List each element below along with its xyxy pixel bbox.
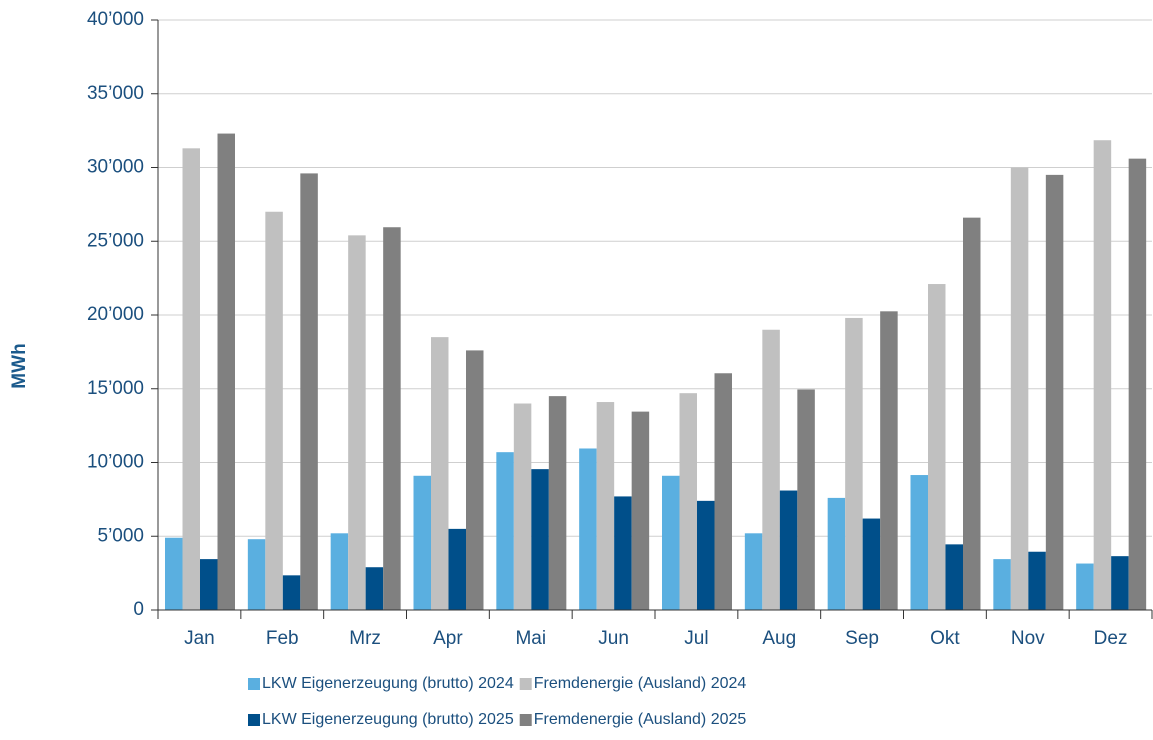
y-tick-label: 0 bbox=[133, 599, 144, 620]
legend-label: Fremdenergie (Ausland) 2025 bbox=[534, 711, 747, 728]
bar bbox=[466, 350, 484, 610]
bar bbox=[300, 173, 318, 610]
y-tick-label: 20’000 bbox=[87, 304, 144, 325]
y-tick-label: 15’000 bbox=[87, 378, 144, 399]
bar bbox=[1010, 167, 1029, 610]
bar bbox=[631, 411, 650, 610]
bar bbox=[880, 311, 898, 610]
bar bbox=[963, 217, 981, 610]
bar bbox=[662, 475, 680, 610]
y-tick-label: 25’000 bbox=[87, 230, 144, 251]
bar bbox=[1076, 563, 1094, 610]
bar bbox=[1045, 174, 1064, 610]
x-tick-label: Sep bbox=[845, 628, 879, 649]
bar bbox=[862, 518, 881, 610]
bar bbox=[910, 475, 928, 610]
bar bbox=[928, 284, 946, 610]
y-tick-label: 30’000 bbox=[87, 157, 144, 178]
bar bbox=[513, 403, 532, 610]
legend-swatch bbox=[248, 714, 260, 726]
x-tick-label: Jun bbox=[598, 628, 629, 649]
x-tick-label: Aug bbox=[762, 628, 796, 649]
bar bbox=[448, 528, 466, 610]
x-tick-label: Nov bbox=[1011, 628, 1045, 649]
bar bbox=[383, 227, 401, 611]
bar bbox=[614, 496, 632, 610]
bar bbox=[365, 567, 384, 610]
bar bbox=[548, 396, 567, 610]
bar bbox=[217, 133, 235, 610]
bar bbox=[993, 559, 1011, 610]
legend-swatch bbox=[519, 714, 532, 726]
bar bbox=[431, 337, 449, 610]
x-tick-label: Apr bbox=[433, 628, 463, 649]
bar bbox=[945, 544, 963, 610]
legend-label: Fremdenergie (Ausland) 2024 bbox=[534, 675, 747, 692]
x-tick-label: Mrz bbox=[349, 628, 381, 649]
bar bbox=[697, 500, 715, 610]
bar bbox=[265, 211, 283, 610]
y-tick-label: 10’000 bbox=[87, 452, 144, 473]
bar bbox=[1093, 140, 1112, 610]
bar bbox=[762, 329, 780, 610]
y-tick-label: 35’000 bbox=[87, 83, 144, 104]
bar bbox=[714, 373, 732, 610]
legend-swatch bbox=[248, 678, 260, 690]
bar bbox=[1028, 551, 1046, 610]
x-tick-label: Okt bbox=[930, 628, 960, 649]
bar bbox=[496, 452, 514, 610]
y-tick-label: 40’000 bbox=[87, 9, 144, 30]
bar bbox=[845, 317, 863, 610]
y-tick-label: 5’000 bbox=[98, 525, 145, 546]
bar bbox=[596, 402, 615, 610]
x-tick-label: Jul bbox=[684, 628, 708, 649]
x-tick-label: Dez bbox=[1094, 628, 1128, 649]
bar bbox=[531, 469, 549, 610]
bar bbox=[827, 497, 846, 610]
bar bbox=[165, 537, 183, 610]
bar bbox=[330, 533, 349, 610]
bar bbox=[413, 475, 431, 610]
bar bbox=[182, 148, 200, 610]
bar bbox=[1128, 158, 1147, 610]
bar bbox=[744, 533, 763, 610]
bar bbox=[679, 393, 697, 610]
legend-label: LKW Eigenerzeugung (brutto) 2024 bbox=[262, 675, 514, 692]
y-axis-label: MWh bbox=[9, 343, 30, 388]
x-tick-label: Mai bbox=[515, 628, 546, 649]
x-tick-label: Jan bbox=[184, 628, 215, 649]
bar bbox=[579, 448, 597, 610]
bar bbox=[797, 389, 815, 610]
bar bbox=[282, 575, 301, 610]
bar bbox=[200, 559, 218, 610]
bar bbox=[348, 235, 366, 610]
bar bbox=[247, 539, 266, 610]
x-tick-label: Feb bbox=[266, 628, 299, 649]
bar bbox=[779, 490, 798, 610]
legend-swatch bbox=[519, 678, 532, 690]
bar bbox=[1111, 556, 1129, 610]
legend-label: LKW Eigenerzeugung (brutto) 2025 bbox=[262, 711, 514, 728]
